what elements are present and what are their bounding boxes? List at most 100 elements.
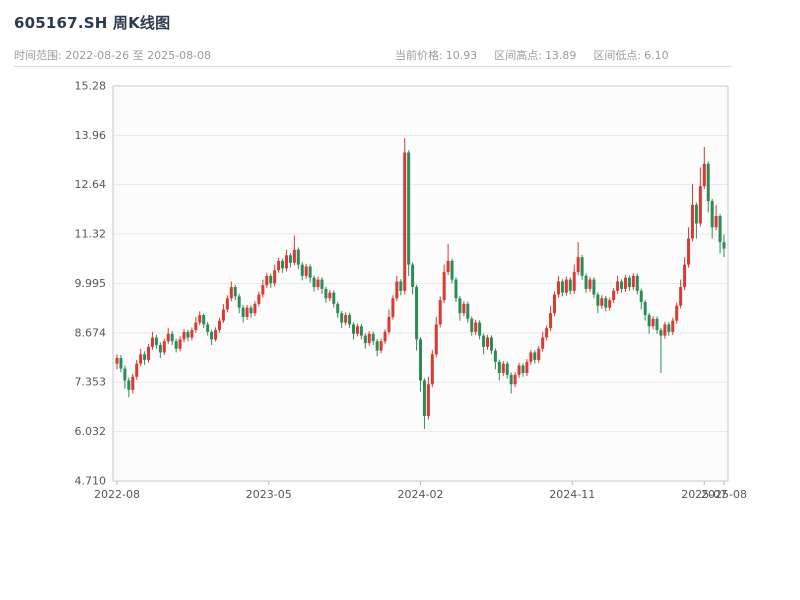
y-tick-label: 15.28 bbox=[75, 80, 107, 93]
candle-body bbox=[718, 216, 722, 243]
candle-body bbox=[139, 354, 143, 364]
candle-body bbox=[683, 264, 687, 288]
candle-body bbox=[371, 333, 375, 342]
candle-body bbox=[541, 337, 545, 349]
candle-body bbox=[521, 365, 525, 374]
candle-body bbox=[687, 238, 691, 265]
candle-body bbox=[395, 281, 399, 299]
candle-body bbox=[257, 294, 261, 304]
candle-body bbox=[493, 350, 497, 362]
y-tick-label: 12.64 bbox=[75, 178, 107, 191]
candle-body bbox=[296, 249, 300, 265]
candle-body bbox=[706, 163, 710, 202]
candle-body bbox=[170, 333, 174, 342]
candle-body bbox=[434, 324, 438, 355]
y-tick-label: 7.353 bbox=[75, 376, 107, 389]
candle-body bbox=[261, 285, 265, 295]
plot-border bbox=[112, 85, 729, 482]
candle-body bbox=[190, 330, 194, 338]
candle-body bbox=[115, 358, 119, 364]
candle-body bbox=[328, 292, 332, 299]
price-stats: 当前价格: 10.93 区间高点: 13.89 区间低点: 6.10 bbox=[395, 47, 672, 63]
candle-body bbox=[351, 324, 355, 334]
candle-body bbox=[269, 275, 273, 284]
candle-body bbox=[489, 337, 493, 351]
candle-body bbox=[478, 322, 482, 336]
candle-body bbox=[186, 331, 190, 338]
candle-body bbox=[284, 255, 288, 269]
candle-body bbox=[379, 341, 383, 351]
stat-range-high: 区间高点: 13.89 bbox=[494, 47, 579, 63]
candle-body bbox=[592, 279, 596, 295]
candle-body bbox=[344, 315, 348, 323]
candle-body bbox=[403, 152, 407, 291]
candle-body bbox=[647, 315, 651, 327]
candle-body bbox=[202, 315, 206, 325]
candle-body bbox=[241, 307, 245, 317]
candle-body bbox=[663, 324, 667, 336]
candle-body bbox=[143, 354, 147, 360]
candle-body bbox=[383, 331, 387, 342]
candle-body bbox=[399, 281, 403, 291]
candle-body bbox=[359, 326, 363, 336]
candle-body bbox=[426, 384, 430, 416]
candle-body bbox=[545, 328, 549, 338]
y-tick-label: 4.710 bbox=[75, 475, 107, 488]
candlestick-series bbox=[115, 137, 726, 430]
page-title: 605167.SH 周K线图 bbox=[14, 14, 171, 32]
candle-body bbox=[422, 380, 426, 416]
range-high-label: 区间高点: bbox=[494, 49, 542, 62]
candle-body bbox=[249, 307, 253, 314]
candle-body bbox=[281, 260, 285, 269]
candle-body bbox=[639, 290, 643, 302]
candle-body bbox=[391, 298, 395, 317]
candle-body bbox=[288, 255, 292, 263]
candle-body bbox=[206, 324, 210, 332]
candle-body bbox=[458, 298, 462, 314]
current-price-value: 10.93 bbox=[445, 49, 478, 62]
candle-body bbox=[158, 344, 162, 353]
candle-body bbox=[135, 363, 139, 377]
candle-body bbox=[620, 281, 624, 289]
candle-body bbox=[411, 264, 415, 288]
candle-body bbox=[659, 330, 663, 336]
candle-body bbox=[643, 301, 647, 316]
candle-body bbox=[446, 260, 450, 273]
stat-current-price: 当前价格: 10.93 bbox=[395, 47, 480, 63]
candle-body bbox=[375, 341, 379, 351]
candle-body bbox=[277, 260, 281, 271]
header-divider bbox=[14, 66, 731, 67]
candle-body bbox=[529, 352, 533, 362]
candle-body bbox=[308, 266, 312, 278]
candle-body bbox=[564, 279, 568, 293]
candle-body bbox=[525, 361, 529, 374]
candle-body bbox=[616, 281, 620, 291]
candle-body bbox=[600, 298, 604, 306]
candle-body bbox=[119, 358, 123, 369]
candle-body bbox=[367, 333, 371, 344]
candle-body bbox=[679, 287, 683, 306]
candle-body bbox=[568, 279, 572, 291]
candle-body bbox=[698, 186, 702, 224]
candle-body bbox=[225, 298, 229, 310]
candle-body bbox=[690, 204, 694, 239]
candle-body bbox=[166, 333, 170, 342]
candle-body bbox=[596, 294, 600, 306]
candle-body bbox=[162, 341, 166, 353]
candle-body bbox=[245, 307, 249, 317]
candle-body bbox=[486, 337, 490, 347]
candle-body bbox=[154, 337, 158, 345]
candle-body bbox=[355, 326, 359, 334]
candle-body bbox=[300, 264, 304, 276]
candle-body bbox=[198, 315, 202, 323]
candle-body bbox=[462, 303, 466, 314]
candle-body bbox=[131, 376, 135, 390]
candle-body bbox=[572, 272, 576, 291]
candle-body bbox=[667, 324, 671, 332]
candle-body bbox=[553, 294, 557, 314]
candle-body bbox=[450, 260, 454, 280]
candle-body bbox=[147, 346, 151, 360]
x-tick-label: 2025-07 bbox=[681, 488, 727, 501]
